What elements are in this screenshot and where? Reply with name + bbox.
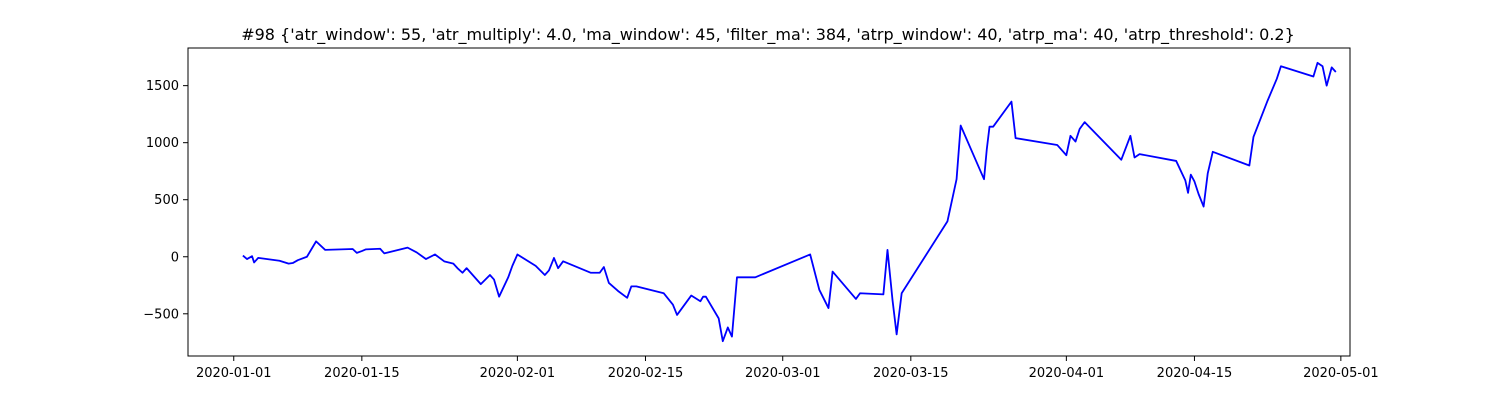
y-tick-label: 0 xyxy=(171,250,179,265)
x-tick-label: 2020-02-01 xyxy=(480,366,556,381)
x-tick-label: 2020-01-01 xyxy=(196,366,272,381)
y-tick-label: −500 xyxy=(143,307,179,322)
x-tick-label: 2020-05-01 xyxy=(1303,366,1379,381)
series-layer xyxy=(242,61,1337,343)
x-tick-label: 2020-02-15 xyxy=(608,366,684,381)
x-tick-label: 2020-03-01 xyxy=(745,366,821,381)
plot-area-frame xyxy=(187,47,1351,357)
x-tick-label: 2020-03-15 xyxy=(873,366,949,381)
y-axis: −500 0 500 1000 1500 xyxy=(143,79,188,322)
y-tick-label: 500 xyxy=(154,193,179,208)
series-line-0 xyxy=(242,61,1337,343)
x-axis: 2020-01-01 2020-01-15 2020-02-01 2020-02-15… xyxy=(196,356,1379,381)
x-tick-label: 2020-04-01 xyxy=(1029,366,1105,381)
chart-title: #98 {'atr_window': 55, 'atr_multiply': 4… xyxy=(241,25,1295,45)
y-tick-label: 1500 xyxy=(146,79,179,94)
x-tick-label: 2020-01-15 xyxy=(324,366,400,381)
y-tick-label: 1000 xyxy=(146,136,179,151)
x-tick-label: 2020-04-15 xyxy=(1157,366,1233,381)
